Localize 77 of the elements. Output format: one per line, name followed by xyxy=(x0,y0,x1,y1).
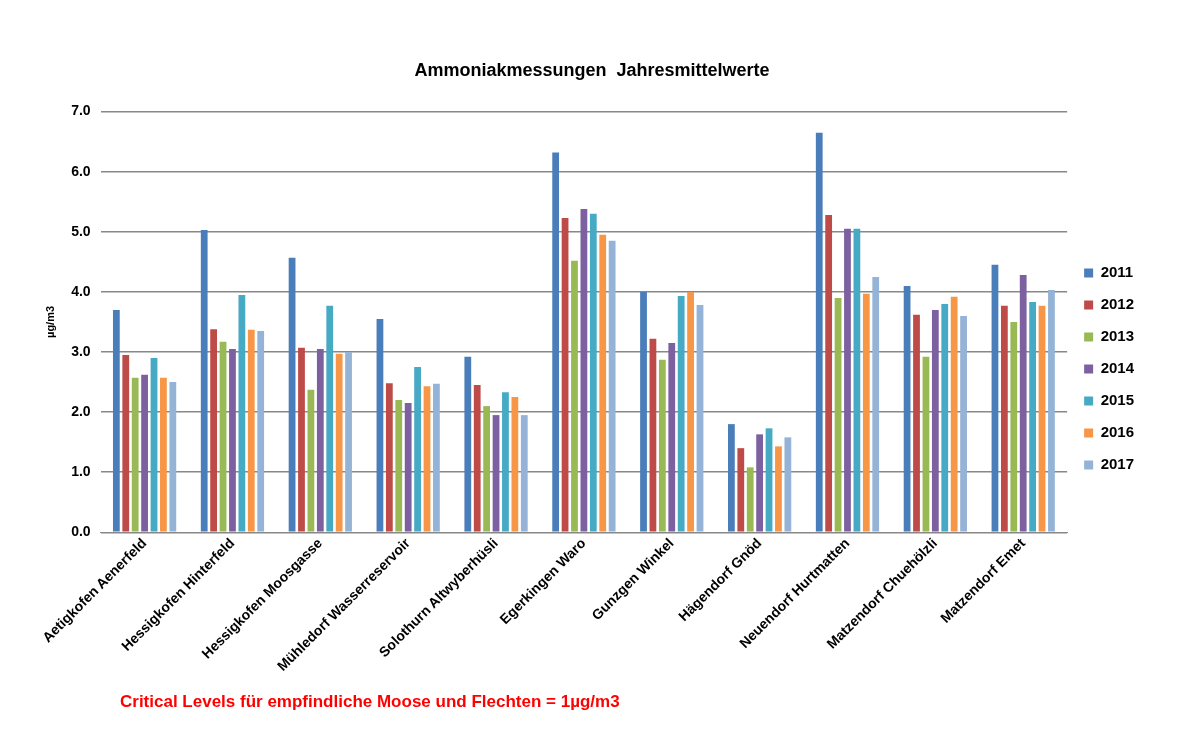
legend-label: 2017 xyxy=(1100,455,1135,473)
bar xyxy=(599,234,607,532)
bar xyxy=(404,403,412,532)
bar xyxy=(844,228,851,532)
bar xyxy=(589,213,597,532)
bar xyxy=(815,132,823,532)
y-tick-label: 2.0 xyxy=(71,402,91,419)
bar xyxy=(122,355,130,532)
bar xyxy=(608,240,616,532)
bar xyxy=(1048,290,1055,532)
y-tick-label: 3.0 xyxy=(71,342,91,359)
bar xyxy=(727,424,735,532)
bar xyxy=(257,330,265,532)
legend-label: 2013 xyxy=(1100,327,1135,345)
bar xyxy=(746,467,754,532)
legend-label: 2014 xyxy=(1100,359,1135,377)
bar xyxy=(335,353,343,532)
legend-label: 2011 xyxy=(1100,263,1134,281)
bar xyxy=(160,377,167,532)
bar xyxy=(511,397,519,532)
text: Critical Levels für empfindliche Moose und Flechten = 1µg/m3 xyxy=(120,691,620,711)
y-tick-label: 7.0 xyxy=(71,102,91,119)
bar xyxy=(756,434,764,532)
bar xyxy=(931,309,939,532)
bar xyxy=(112,309,120,532)
bar xyxy=(316,349,324,532)
bar xyxy=(210,329,218,532)
bar xyxy=(1000,305,1008,532)
bar xyxy=(571,260,578,532)
bar xyxy=(862,293,870,532)
bar xyxy=(395,400,403,532)
bar xyxy=(200,230,208,532)
bar xyxy=(141,374,148,532)
bar xyxy=(677,296,685,532)
bar xyxy=(658,359,666,532)
bar xyxy=(775,446,782,532)
bar xyxy=(640,291,647,532)
y-tick-label: 5.0 xyxy=(71,222,91,239)
bar xyxy=(385,383,393,532)
y-tick-label: 6.0 xyxy=(71,162,91,179)
bar xyxy=(552,152,560,532)
bar xyxy=(941,303,949,532)
bar xyxy=(326,305,334,532)
chart-title: Ammoniakmessungen Jahresmittelwerte xyxy=(414,59,770,80)
bar xyxy=(950,296,958,532)
y-tick-label: 0.0 xyxy=(71,523,91,540)
bar xyxy=(433,383,440,532)
bar xyxy=(960,315,967,532)
bar xyxy=(483,406,491,532)
legend-label: 2015 xyxy=(1100,391,1135,409)
bar xyxy=(502,392,509,532)
bar xyxy=(784,437,792,532)
legend-label: 2016 xyxy=(1100,423,1135,441)
y-axis-title: µg/m3 xyxy=(43,305,56,338)
bar xyxy=(169,382,177,532)
bar xyxy=(825,214,833,532)
bar xyxy=(737,448,745,532)
bar xyxy=(131,377,139,532)
bar xyxy=(414,367,421,532)
bar xyxy=(687,291,694,532)
bar xyxy=(247,329,255,532)
bar xyxy=(238,294,246,532)
bar xyxy=(473,385,481,532)
bar xyxy=(229,349,236,532)
bar xyxy=(464,356,472,532)
y-tick-label: 1.0 xyxy=(71,463,91,480)
bar xyxy=(1029,302,1036,532)
bar xyxy=(872,276,880,532)
bar xyxy=(520,415,528,532)
bar xyxy=(1010,321,1018,532)
bar xyxy=(668,342,676,532)
bar xyxy=(1019,275,1027,532)
y-tick-label: 4.0 xyxy=(71,282,91,299)
bar xyxy=(345,352,352,532)
bar xyxy=(913,314,920,532)
legend-label: 2012 xyxy=(1100,295,1135,313)
bar xyxy=(298,347,305,532)
